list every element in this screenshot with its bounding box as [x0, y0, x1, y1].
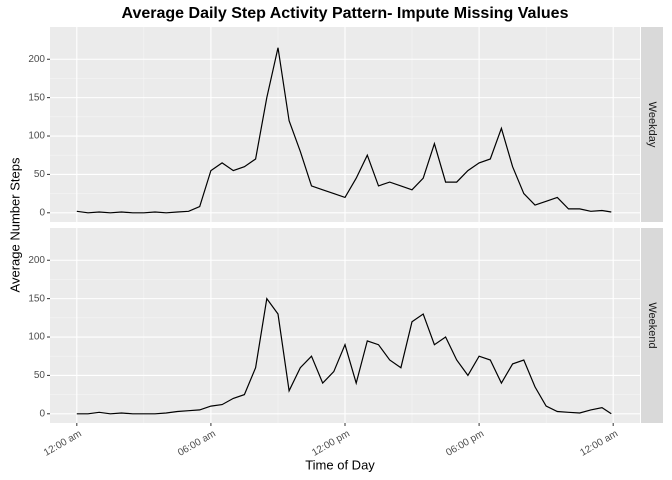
- facet-label: Weekend: [646, 302, 658, 348]
- y-tick-label: 200: [28, 54, 45, 65]
- x-tick-label: 12:00 am: [578, 428, 620, 458]
- chart-title: Average Daily Step Activity Pattern- Imp…: [122, 5, 569, 22]
- line: [76, 297, 612, 415]
- line: [76, 47, 612, 214]
- y-tick-label: 150: [28, 92, 45, 103]
- x-tick-label: 06:00 am: [176, 428, 218, 458]
- x-axis-label: Time of Day: [305, 457, 375, 472]
- y-tick-label: 0: [39, 408, 45, 419]
- y-axis-label: Average Number Steps: [7, 157, 22, 292]
- y-tick-label: 100: [28, 332, 45, 343]
- x-tick-label: 12:00 am: [42, 428, 84, 458]
- y-tick-label: 100: [28, 131, 45, 142]
- x-tick-label: 12:00 pm: [310, 428, 352, 458]
- facet-strip: [641, 228, 663, 423]
- x-tick-label: 06:00 pm: [444, 428, 486, 458]
- y-tick-label: 150: [28, 293, 45, 304]
- y-tick-label: 50: [34, 370, 46, 381]
- facet-label: Weekday: [646, 102, 658, 148]
- y-tick-label: 0: [39, 207, 45, 218]
- y-tick-label: 200: [28, 255, 45, 266]
- y-tick-label: 50: [34, 169, 46, 180]
- facet-strip: [641, 27, 663, 222]
